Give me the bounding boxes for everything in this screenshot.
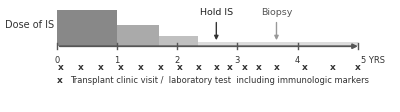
Text: x: x bbox=[195, 63, 201, 72]
Text: x: x bbox=[256, 63, 261, 72]
Bar bbox=[57, 10, 117, 46]
Text: x: x bbox=[58, 63, 64, 72]
Text: x: x bbox=[214, 63, 219, 72]
Text: x: x bbox=[274, 63, 279, 72]
Text: 4: 4 bbox=[295, 56, 300, 65]
Text: x: x bbox=[138, 63, 143, 72]
Text: Biopsy: Biopsy bbox=[261, 8, 292, 39]
Text: Dose of IS: Dose of IS bbox=[5, 20, 54, 30]
Text: x: x bbox=[242, 63, 248, 72]
Text: 2: 2 bbox=[174, 56, 180, 65]
Text: x: x bbox=[227, 63, 233, 72]
Text: x: x bbox=[98, 63, 104, 72]
Text: x: x bbox=[330, 63, 335, 72]
Text: x: x bbox=[78, 63, 84, 72]
Bar bbox=[198, 42, 358, 46]
Text: Hold IS: Hold IS bbox=[200, 8, 233, 39]
Text: 3: 3 bbox=[235, 56, 240, 65]
Bar bbox=[159, 37, 198, 46]
Text: 5 YRS: 5 YRS bbox=[361, 56, 385, 65]
Text: 0: 0 bbox=[54, 56, 60, 65]
Text: x: x bbox=[158, 63, 163, 72]
Text: x: x bbox=[177, 63, 183, 72]
Text: x: x bbox=[302, 63, 308, 72]
Text: x: x bbox=[355, 63, 360, 72]
Bar bbox=[117, 25, 159, 46]
Text: x: x bbox=[57, 76, 63, 85]
Text: Transplant clinic visit /  laboratory test  including immunologic markers: Transplant clinic visit / laboratory tes… bbox=[70, 76, 369, 85]
Text: 1: 1 bbox=[114, 56, 120, 65]
Text: x: x bbox=[118, 63, 124, 72]
